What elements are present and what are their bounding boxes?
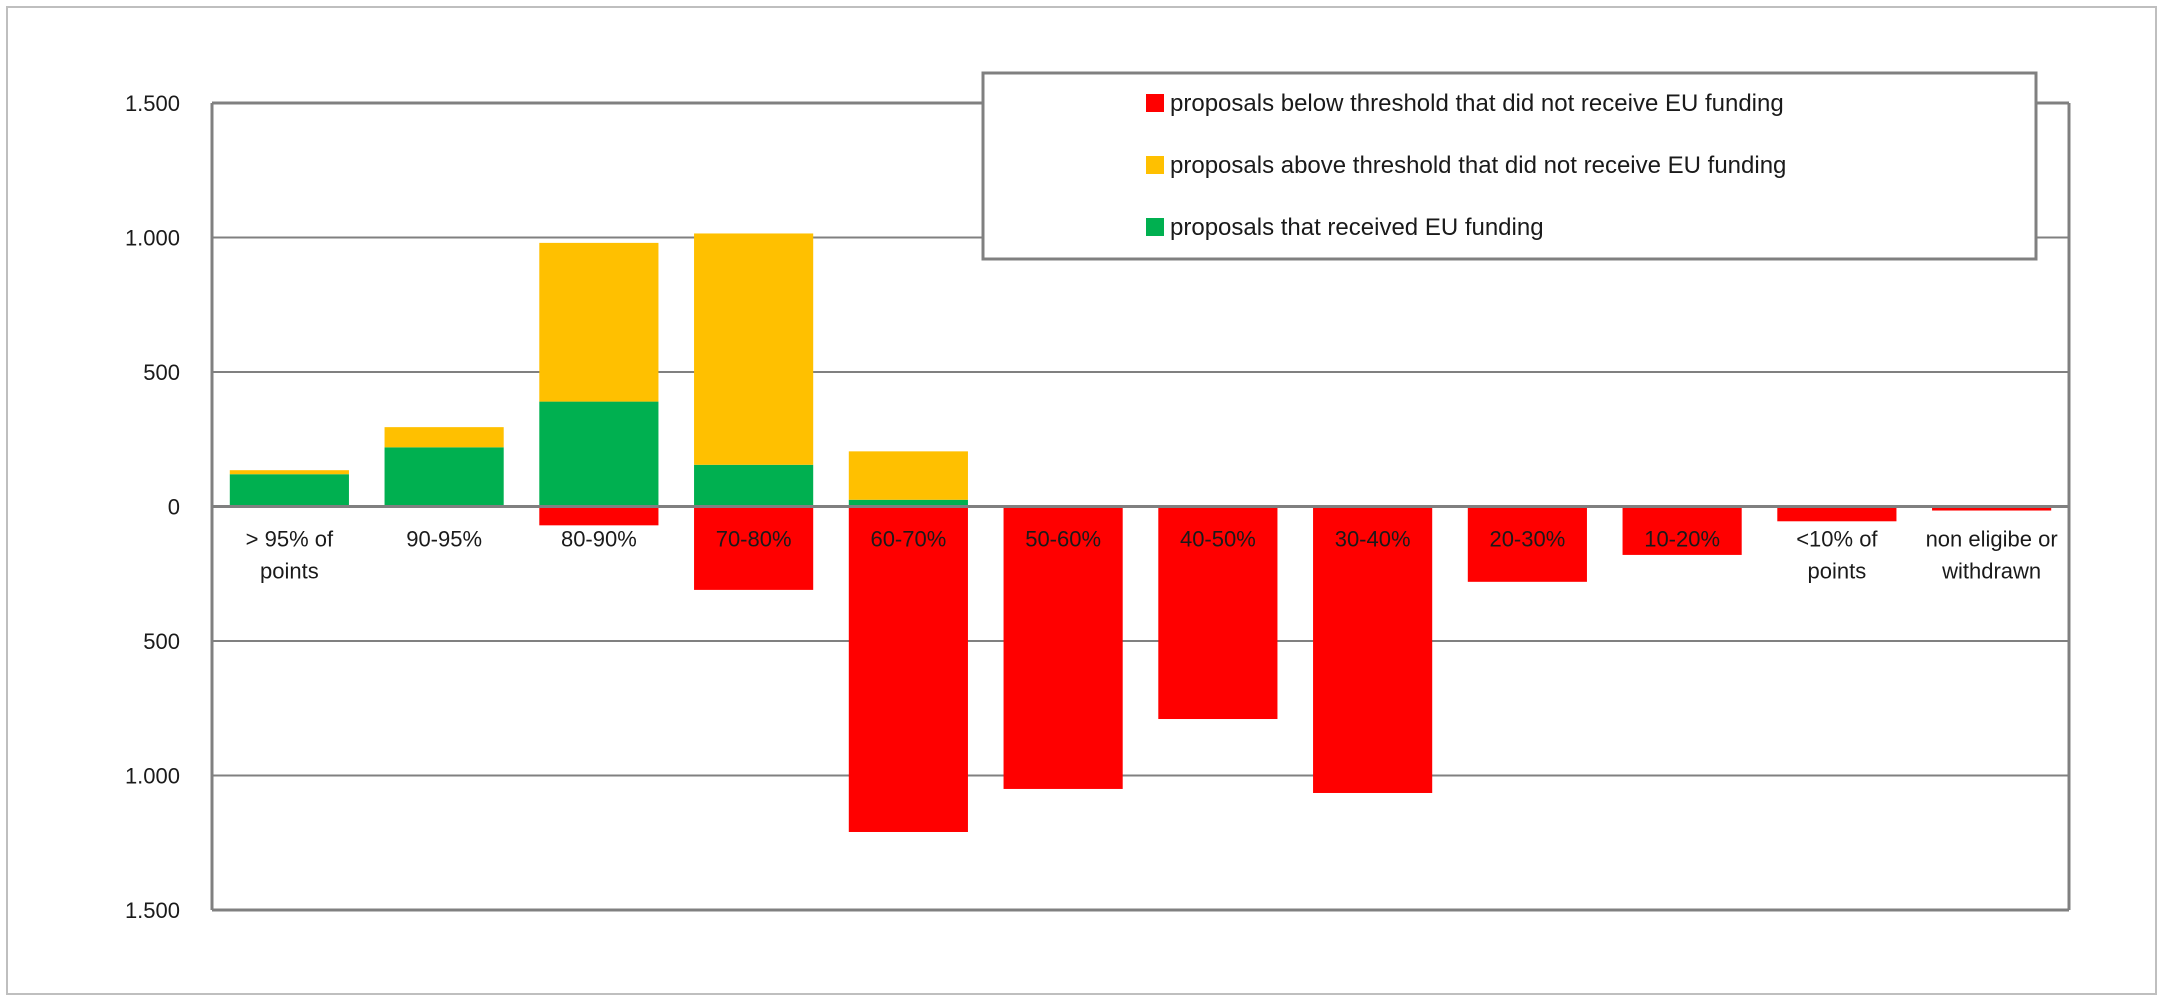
bar-segment bbox=[539, 242, 659, 402]
legend-swatch bbox=[1146, 218, 1164, 236]
bar-segment bbox=[1313, 506, 1433, 793]
legend-label: proposals that received EU funding bbox=[1170, 214, 1544, 241]
bar-segment bbox=[694, 464, 814, 507]
x-tick-label: > 95% of bbox=[246, 527, 334, 552]
x-tick-label: <10% of bbox=[1796, 527, 1878, 552]
bar-segment bbox=[694, 233, 814, 465]
bars bbox=[229, 233, 2052, 832]
x-tick-label: 70-80% bbox=[716, 527, 792, 552]
bar-segment bbox=[1777, 506, 1897, 522]
legend-swatch bbox=[1146, 94, 1164, 112]
bar-segment bbox=[384, 427, 504, 448]
bar-segment bbox=[539, 506, 659, 526]
y-tick-label: 500 bbox=[143, 360, 180, 385]
y-tick-label: 1.000 bbox=[125, 764, 180, 789]
x-tick-label: 20-30% bbox=[1489, 527, 1565, 552]
x-tick-label: withdrawn bbox=[1941, 559, 2041, 584]
x-tick-label: points bbox=[1808, 559, 1867, 584]
y-tick-label: 1.500 bbox=[125, 898, 180, 923]
bar-segment bbox=[229, 470, 349, 475]
x-tick-label: 30-40% bbox=[1335, 527, 1411, 552]
bar-segment bbox=[229, 474, 349, 507]
x-axis-categories: > 95% of points 90-95% 80-90% 70-80% 60-70% 50… bbox=[246, 527, 2058, 584]
x-tick-label: non eligibe or bbox=[1926, 527, 2058, 552]
legend: proposals below threshold that did not r… bbox=[981, 71, 2038, 261]
bar-segment bbox=[1003, 506, 1123, 789]
x-tick-label: 80-90% bbox=[561, 527, 637, 552]
bar-segment bbox=[1622, 506, 1742, 555]
bar-segment bbox=[694, 506, 814, 590]
bar-segment bbox=[384, 447, 504, 507]
legend-label: proposals above threshold that did not r… bbox=[1170, 152, 1786, 179]
x-tick-label: 40-50% bbox=[1180, 527, 1256, 552]
x-tick-label: 10-20% bbox=[1644, 527, 1720, 552]
legend-swatch bbox=[1146, 156, 1164, 174]
x-tick-label: points bbox=[260, 559, 319, 584]
bar-segment bbox=[1158, 506, 1278, 720]
x-tick-label: 50-60% bbox=[1025, 527, 1101, 552]
y-tick-label: 0 bbox=[168, 495, 180, 520]
bar-segment bbox=[848, 506, 968, 832]
legend-label: proposals below threshold that did not r… bbox=[1170, 90, 1784, 117]
bar-segment bbox=[1932, 506, 2052, 511]
bar-segment bbox=[1467, 506, 1587, 582]
x-tick-label: 60-70% bbox=[870, 527, 946, 552]
bar-segment bbox=[848, 451, 968, 500]
bar-segment bbox=[848, 499, 968, 507]
x-tick-label: 90-95% bbox=[406, 527, 482, 552]
bar-segment bbox=[539, 401, 659, 507]
y-tick-label: 500 bbox=[143, 629, 180, 654]
y-tick-label: 1.500 bbox=[125, 91, 180, 116]
y-tick-label: 1.000 bbox=[125, 226, 180, 251]
